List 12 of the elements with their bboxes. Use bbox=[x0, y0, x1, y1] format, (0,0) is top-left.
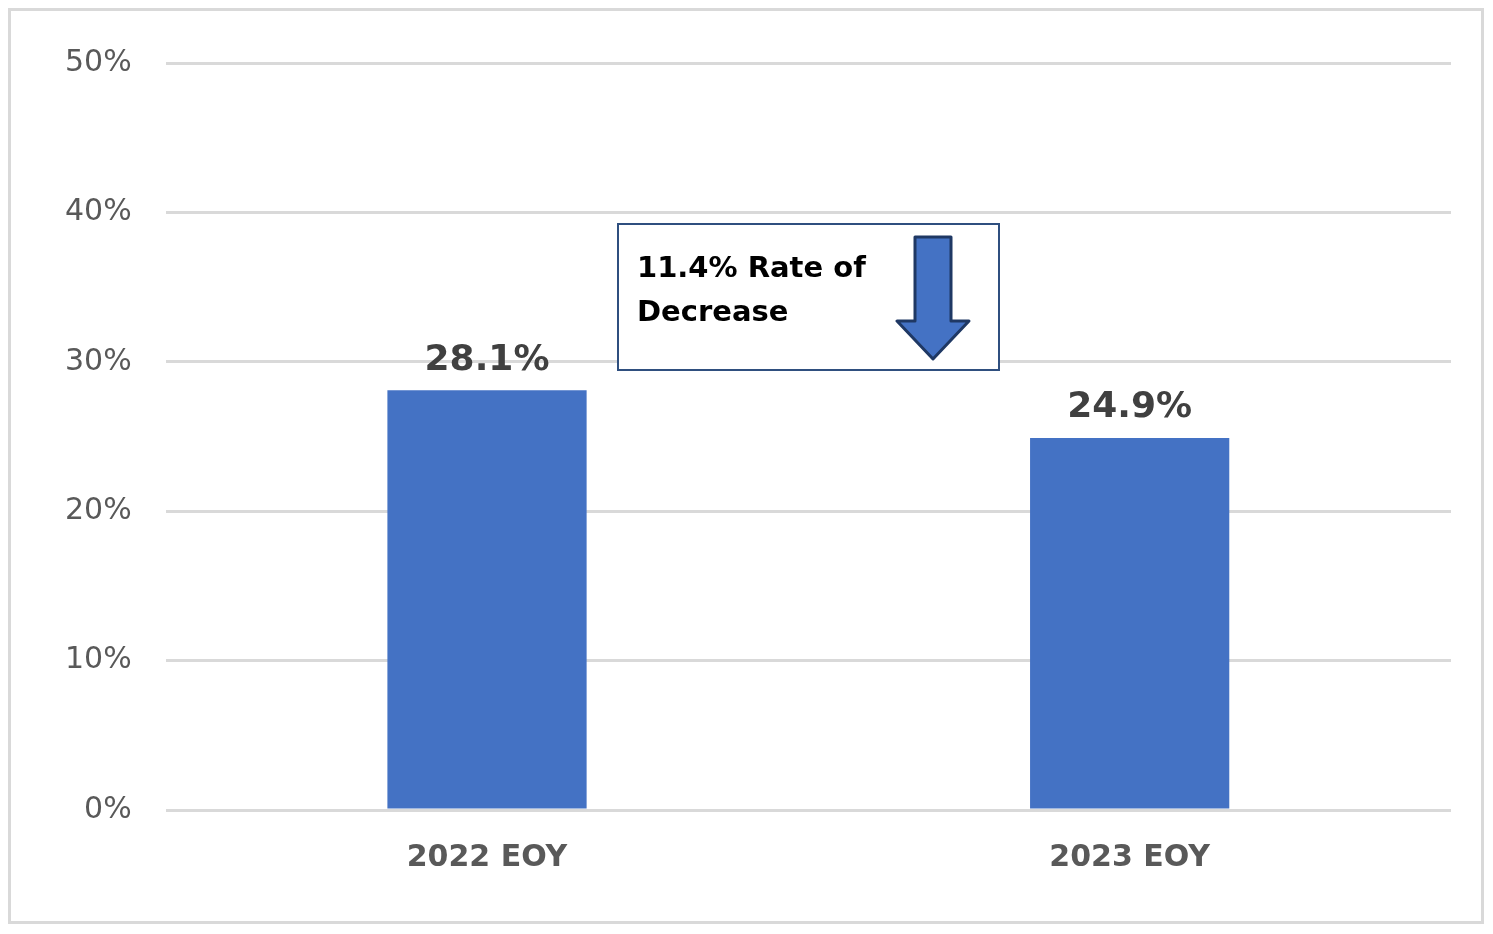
y-tick-label: 0% bbox=[84, 789, 132, 825]
callout-box: 11.4% Rate of Decrease bbox=[617, 223, 1000, 371]
data-label: 28.1% bbox=[424, 336, 550, 378]
x-tick-label: 2023 EOY bbox=[1049, 837, 1212, 873]
x-tick-label: 2022 EOY bbox=[406, 837, 569, 873]
y-tick-label: 10% bbox=[64, 640, 132, 676]
y-tick-label: 20% bbox=[64, 491, 132, 526]
data-label: 24.9% bbox=[1067, 384, 1193, 426]
annotation: 11.4% Rate of Decrease bbox=[637, 249, 867, 330]
y-tick-label: 30% bbox=[64, 341, 132, 377]
y-tick-label: 40% bbox=[64, 192, 132, 228]
y-tick-label: 50% bbox=[64, 42, 132, 78]
